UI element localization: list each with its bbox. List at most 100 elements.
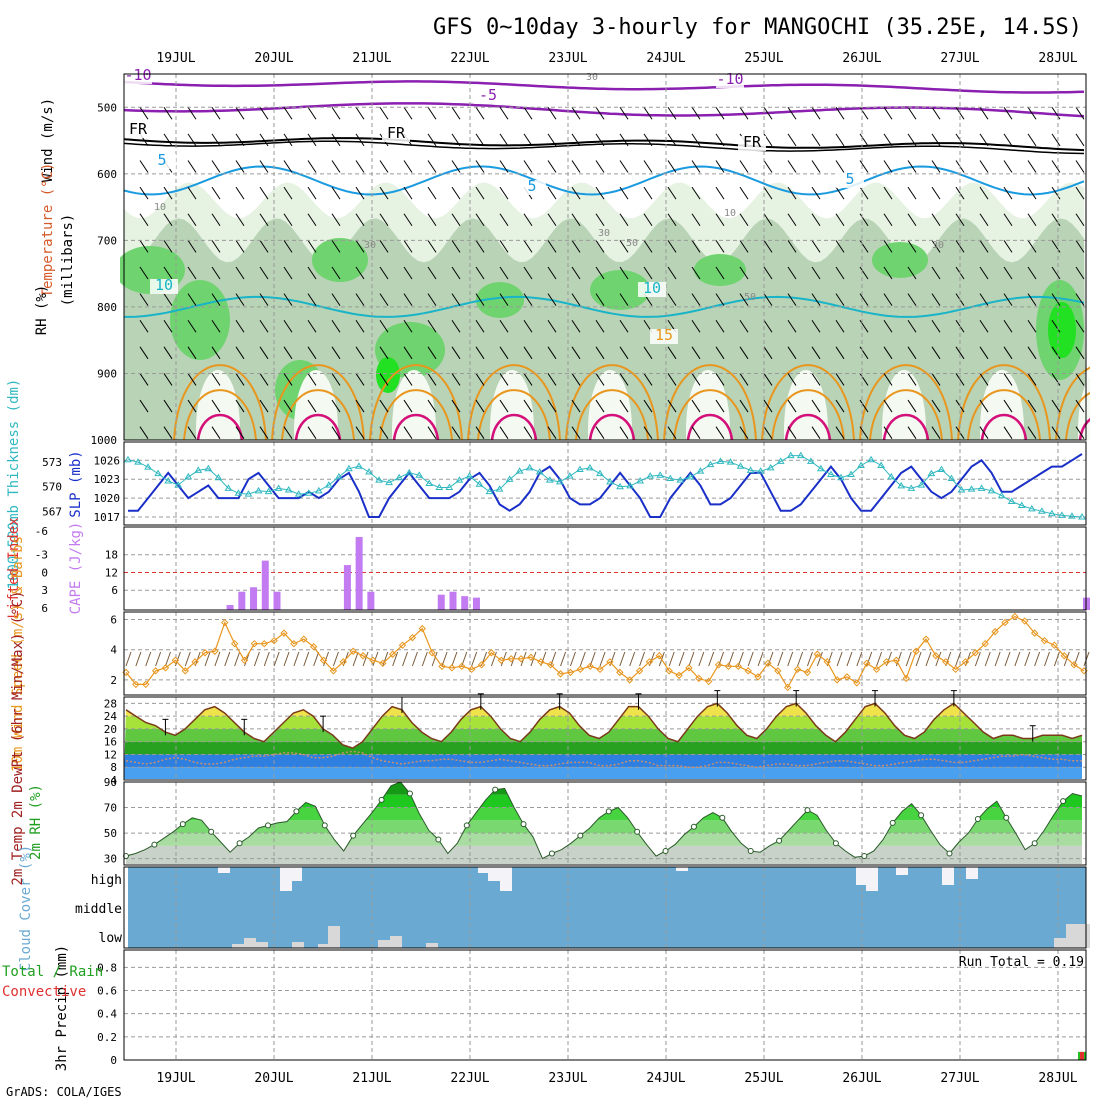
- cloud-high-cell: [676, 867, 688, 871]
- cloud-low-cell: [328, 926, 340, 948]
- tick-label: 4: [110, 644, 117, 657]
- rh-contour-label: 10: [724, 208, 736, 219]
- contour-label: FR: [129, 120, 148, 138]
- rh-band: [124, 795, 1086, 808]
- wind-barb: [501, 652, 506, 666]
- rh-marker: [890, 820, 895, 825]
- cloud-high-cell: [218, 867, 230, 873]
- tick-label: 6: [41, 602, 48, 615]
- date-label-bottom: 28JUL: [1038, 1071, 1077, 1086]
- tick-label: 1020: [94, 492, 121, 505]
- tick-label: 30: [104, 853, 117, 866]
- wind-barb: [373, 652, 378, 666]
- wind-barb: [1015, 652, 1020, 666]
- rh-marker: [493, 787, 498, 792]
- temp-band: [124, 716, 1086, 729]
- date-label-bottom: 20JUL: [254, 1071, 293, 1086]
- slp-line: [128, 454, 1082, 517]
- contour-label: FR: [387, 124, 406, 142]
- cloud-low-cell: [378, 940, 390, 948]
- contour-label: 5: [157, 151, 166, 169]
- contour-label: 10: [155, 276, 173, 294]
- contour-label: 5: [845, 170, 854, 188]
- tick-label: 800: [97, 301, 117, 314]
- ylabel-cape: CAPE (J/kg): [68, 522, 84, 615]
- tick-label: 700: [97, 234, 117, 247]
- tick-label: 12: [105, 566, 118, 579]
- contour-label: 5: [527, 177, 536, 195]
- wind-barb: [264, 652, 269, 666]
- wind-barb: [877, 652, 882, 666]
- wind-barb: [304, 652, 309, 666]
- date-label-bottom: 24JUL: [646, 1071, 685, 1086]
- wind-panel: 642: [110, 612, 1089, 695]
- wind-barb: [472, 652, 477, 666]
- thickness-marker: [717, 458, 723, 463]
- rh-marker: [777, 838, 782, 843]
- cloud-row-label: low: [99, 931, 123, 946]
- rh-marker: [237, 841, 242, 846]
- date-label-top: 20JUL: [254, 51, 293, 66]
- rh-marker: [1004, 815, 1009, 820]
- ylabel-millibars: (millibars): [60, 214, 76, 307]
- cloud-row-label: high: [91, 873, 122, 888]
- wind-barb: [146, 652, 151, 666]
- ylabel-slp: SLP (mb): [68, 450, 84, 517]
- date-label-top: 22JUL: [450, 51, 489, 66]
- date-label-top: 19JUL: [156, 51, 195, 66]
- cloud-low-cell: [232, 944, 244, 948]
- thickness-frame: [124, 442, 1086, 525]
- legend-convective: Convective: [2, 984, 86, 1000]
- tick-label: 6: [111, 584, 118, 597]
- temp-band: [124, 742, 1086, 755]
- rh-marker: [209, 829, 214, 834]
- wind-barb: [324, 652, 329, 666]
- tick-label: 70: [104, 802, 117, 815]
- date-label-top: 21JUL: [352, 51, 391, 66]
- rh-green-area: [312, 238, 368, 282]
- tick-label: 0.6: [97, 985, 117, 998]
- rh-marker: [947, 851, 952, 856]
- wind-barb: [758, 652, 763, 666]
- wind-barb: [788, 652, 793, 666]
- rh-marker: [833, 841, 838, 846]
- wind-barb: [1005, 652, 1010, 666]
- wind-barb: [235, 652, 240, 666]
- contour-label: -5: [479, 86, 497, 104]
- rh-dry-pocket: [196, 370, 240, 490]
- rh-contour-label: 10: [154, 202, 166, 213]
- rh-contour-label: 30: [598, 228, 610, 239]
- cloud-low-cell: [1066, 924, 1078, 948]
- rh-marker: [635, 829, 640, 834]
- temp-band: [124, 767, 1086, 780]
- cloud-high-cell: [500, 867, 512, 891]
- cape-bar: [449, 592, 456, 610]
- cloud-high-cell: [896, 867, 908, 875]
- wind-barb: [847, 652, 852, 666]
- cape-bar: [356, 537, 363, 610]
- contour-label: FR: [743, 133, 762, 151]
- date-label-top: 25JUL: [744, 51, 783, 66]
- rh-contour-label: 30: [932, 240, 944, 251]
- tick-label: -3: [35, 549, 48, 562]
- contour-label: -10: [716, 70, 743, 88]
- cloud-high-cell: [966, 867, 978, 879]
- wind-barb: [136, 652, 141, 666]
- rh-bright-area: [1048, 302, 1076, 358]
- tick-label: 600: [97, 168, 117, 181]
- wind-barb: [640, 652, 645, 666]
- tick-label: 0.2: [97, 1031, 117, 1044]
- wind-barb: [284, 652, 289, 666]
- rh-marker: [805, 808, 810, 813]
- cape-bar: [250, 587, 257, 610]
- wind-barb: [403, 652, 408, 666]
- rh-marker: [180, 822, 185, 827]
- rh-dry-pocket: [686, 370, 730, 490]
- wind-barb: [274, 652, 279, 666]
- cape-bar: [274, 592, 281, 610]
- wind-barb: [669, 652, 674, 666]
